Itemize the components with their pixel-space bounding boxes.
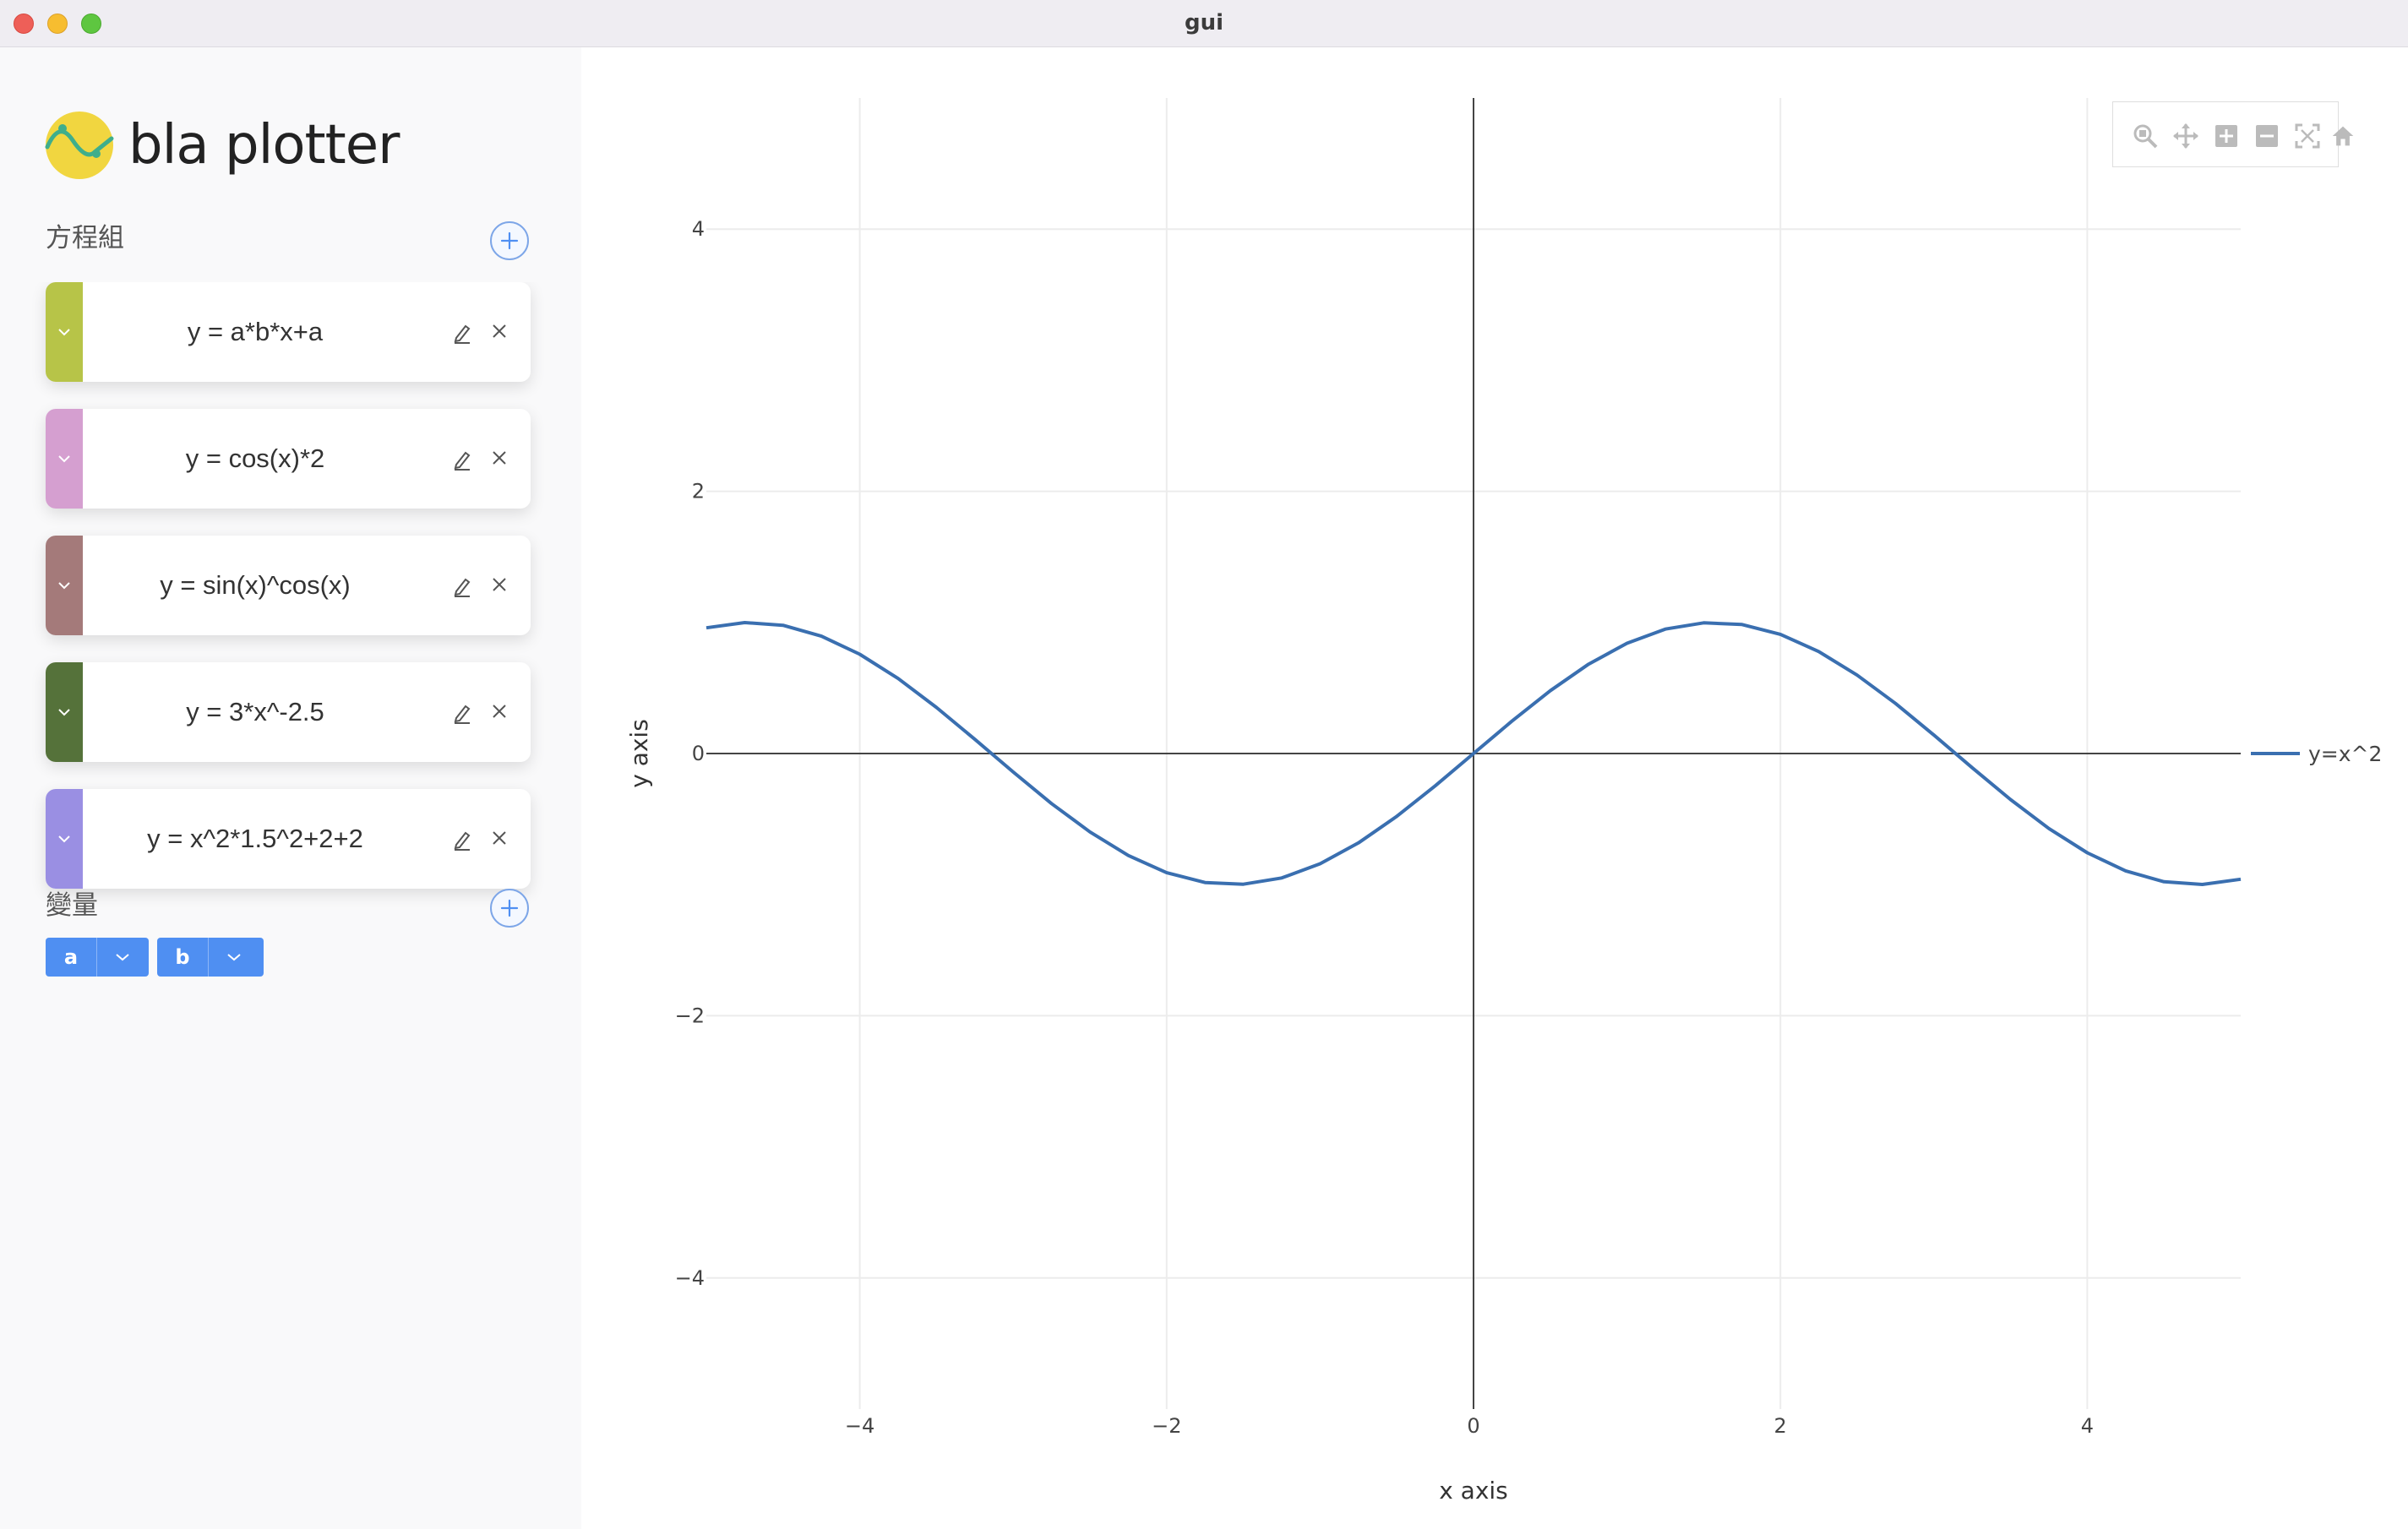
- equation-text[interactable]: y = a*b*x+a: [187, 317, 324, 346]
- equation-expand-toggle[interactable]: [46, 536, 83, 635]
- x-tick-label: 0: [1467, 1414, 1479, 1438]
- variable-button-a: a: [46, 938, 149, 977]
- edit-icon[interactable]: [449, 446, 475, 471]
- window-title: gui: [1184, 10, 1224, 35]
- chevron-down-icon: [58, 709, 70, 716]
- variable-dropdown-toggle[interactable]: [209, 938, 259, 977]
- plus-icon: [500, 231, 519, 250]
- x-tick-label: 2: [1774, 1414, 1787, 1438]
- y-axis-title: y axis: [625, 719, 653, 788]
- y-tick-label: 2: [692, 480, 705, 503]
- equation-text[interactable]: y = sin(x)^cos(x): [160, 570, 351, 600]
- pan-icon[interactable]: [2172, 122, 2199, 150]
- y-tick-label: 4: [692, 217, 705, 241]
- edit-icon[interactable]: [449, 319, 475, 345]
- chevron-down-icon: [116, 954, 129, 961]
- equation-expand-toggle[interactable]: [46, 282, 83, 382]
- variable-button-b: b: [157, 938, 264, 977]
- series-line: [706, 621, 2242, 886]
- reset-axes-icon[interactable]: [2331, 122, 2355, 150]
- x-tick-label: −4: [845, 1414, 874, 1438]
- app-name: bla plotter: [128, 114, 400, 177]
- equation-text[interactable]: y = 3*x^-2.5: [186, 697, 324, 726]
- variable-name[interactable]: b: [157, 938, 209, 977]
- edit-icon[interactable]: [449, 573, 475, 598]
- equation-card: y = sin(x)^cos(x): [46, 536, 531, 635]
- edit-icon[interactable]: [449, 826, 475, 852]
- add-variable-button[interactable]: [490, 889, 529, 928]
- chevron-down-icon: [58, 582, 70, 590]
- equation-expand-toggle[interactable]: [46, 409, 83, 509]
- plot-modebar: [2112, 101, 2354, 167]
- autoscale-icon[interactable]: [2294, 122, 2321, 150]
- equations-section-title: 方程組: [46, 223, 124, 253]
- window-titlebar: gui: [0, 0, 2408, 47]
- equation-text[interactable]: y = x^2*1.5^2+2+2: [147, 824, 363, 853]
- equation-card: y = a*b*x+a: [46, 282, 531, 382]
- close-window-button[interactable]: [14, 14, 34, 34]
- close-icon[interactable]: [488, 447, 510, 469]
- equation-text[interactable]: y = cos(x)*2: [185, 443, 325, 473]
- equation-card: y = cos(x)*2: [46, 409, 531, 509]
- y-tick-label: 0: [692, 742, 705, 765]
- sidebar: bla plotter 方程組 y = a*b*x+a y = cos(x)*2: [0, 47, 581, 1529]
- zoom-in-icon[interactable]: [2213, 122, 2240, 150]
- equation-card: y = x^2*1.5^2+2+2: [46, 789, 531, 889]
- chevron-down-icon: [58, 455, 70, 463]
- x-tick-label: 4: [2081, 1414, 2094, 1438]
- equation-expand-toggle[interactable]: [46, 789, 83, 889]
- x-axis-title: x axis: [1439, 1477, 1508, 1505]
- chevron-down-icon: [58, 835, 70, 843]
- variable-dropdown-toggle[interactable]: [97, 938, 148, 977]
- add-equation-button[interactable]: [490, 221, 529, 260]
- chevron-down-icon: [227, 954, 241, 961]
- close-icon[interactable]: [488, 574, 510, 596]
- equation-card: y = 3*x^-2.5: [46, 662, 531, 762]
- chevron-down-icon: [58, 329, 70, 336]
- edit-icon[interactable]: [449, 699, 475, 725]
- equation-expand-toggle[interactable]: [46, 662, 83, 762]
- y-tick-label: −4: [675, 1266, 705, 1290]
- y-tick-label: −2: [675, 1004, 705, 1027]
- app-logo-icon: [45, 112, 114, 179]
- equation-list[interactable]: y = a*b*x+a y = cos(x)*2 y = sin(x)^cos(…: [0, 282, 581, 924]
- close-icon[interactable]: [488, 320, 510, 342]
- x-tick-label: −2: [1152, 1414, 1181, 1438]
- zoom-out-icon[interactable]: [2253, 122, 2280, 150]
- zoom-icon[interactable]: [2132, 122, 2159, 150]
- close-icon[interactable]: [488, 700, 510, 722]
- variables-section-title: 變量: [46, 890, 98, 921]
- plus-icon: [500, 899, 519, 917]
- maximize-window-button[interactable]: [81, 14, 101, 34]
- close-icon[interactable]: [488, 827, 510, 849]
- minimize-window-button[interactable]: [47, 14, 68, 34]
- legend-label: y=x^2: [2308, 742, 2382, 766]
- variable-name[interactable]: a: [46, 938, 97, 977]
